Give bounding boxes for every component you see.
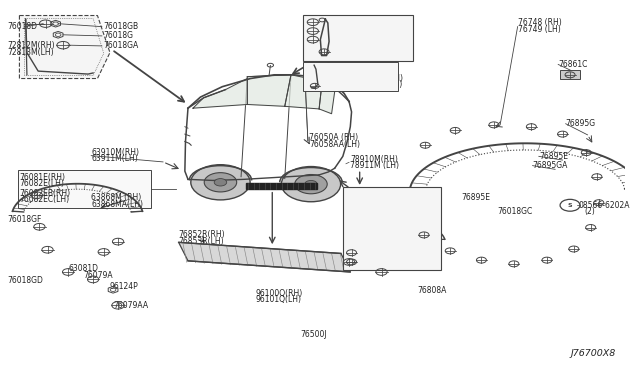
Text: 76853R(LH): 76853R(LH) bbox=[179, 237, 224, 246]
FancyBboxPatch shape bbox=[303, 15, 413, 61]
Text: 76018G: 76018G bbox=[104, 31, 134, 41]
Polygon shape bbox=[179, 242, 350, 272]
Text: 76081EB(LH): 76081EB(LH) bbox=[349, 257, 399, 266]
Text: 76018GF: 76018GF bbox=[7, 215, 42, 224]
Text: 76081ED(LH): 76081ED(LH) bbox=[369, 195, 420, 204]
Text: J76700X8: J76700X8 bbox=[570, 349, 616, 358]
Text: 93840M (RH): 93840M (RH) bbox=[353, 221, 404, 230]
Text: 76050A (RH): 76050A (RH) bbox=[309, 133, 358, 142]
Bar bbox=[560, 70, 580, 79]
Text: 78870G (RH): 78870G (RH) bbox=[342, 38, 392, 47]
Text: 76081EA(RH): 76081EA(RH) bbox=[349, 251, 400, 260]
Text: 78911M (LH): 78911M (LH) bbox=[350, 161, 399, 170]
Text: 96124P: 96124P bbox=[110, 282, 139, 291]
Text: 93840MA(LH): 93840MA(LH) bbox=[353, 227, 406, 236]
Text: 63081D: 63081D bbox=[68, 264, 98, 273]
Text: 76808A: 76808A bbox=[418, 286, 447, 295]
Text: 76081EC(RH): 76081EC(RH) bbox=[369, 189, 420, 198]
Polygon shape bbox=[285, 75, 322, 109]
Circle shape bbox=[204, 173, 237, 192]
Text: 78B77N(LH): 78B77N(LH) bbox=[356, 80, 403, 89]
Text: 63910M(RH): 63910M(RH) bbox=[92, 148, 140, 157]
Text: 96101Q(LH): 96101Q(LH) bbox=[255, 295, 301, 304]
Polygon shape bbox=[247, 75, 291, 106]
Text: 63911M(LH): 63911M(LH) bbox=[92, 154, 138, 163]
Text: 76749 (LH): 76749 (LH) bbox=[518, 25, 561, 34]
FancyBboxPatch shape bbox=[303, 62, 397, 91]
Circle shape bbox=[282, 167, 340, 202]
Text: 96100Q(RH): 96100Q(RH) bbox=[255, 289, 303, 298]
Circle shape bbox=[295, 174, 327, 194]
Text: 78870GA(LH): 78870GA(LH) bbox=[342, 44, 394, 53]
Text: 08566-6202A: 08566-6202A bbox=[578, 201, 630, 210]
Text: (2): (2) bbox=[584, 208, 595, 217]
Text: 76895E: 76895E bbox=[461, 193, 490, 202]
Text: 76058CA(LH): 76058CA(LH) bbox=[342, 30, 393, 39]
Text: 76082EB(RH): 76082EB(RH) bbox=[19, 189, 70, 198]
Text: 76748 (RH): 76748 (RH) bbox=[518, 19, 561, 28]
Text: 76082E(LH): 76082E(LH) bbox=[19, 179, 64, 188]
Text: 76018GC: 76018GC bbox=[497, 208, 532, 217]
Text: 76058C (RH): 76058C (RH) bbox=[342, 24, 391, 33]
Text: 76018D: 76018D bbox=[7, 22, 37, 31]
Text: 72813M(LH): 72813M(LH) bbox=[7, 48, 54, 57]
Polygon shape bbox=[319, 81, 335, 114]
Circle shape bbox=[191, 165, 250, 200]
Text: 72812M(RH): 72812M(RH) bbox=[7, 41, 54, 51]
Text: 76861C: 76861C bbox=[558, 60, 588, 69]
Text: 76895G: 76895G bbox=[566, 119, 596, 128]
Bar bbox=[246, 183, 317, 189]
Text: 76895E: 76895E bbox=[539, 152, 568, 161]
Circle shape bbox=[305, 180, 317, 188]
Text: 76081E(RH): 76081E(RH) bbox=[19, 173, 65, 182]
Text: 76018GD: 76018GD bbox=[7, 276, 43, 285]
Text: 76058AA(LH): 76058AA(LH) bbox=[309, 140, 360, 149]
Text: 76019GE: 76019GE bbox=[364, 205, 399, 214]
Polygon shape bbox=[19, 16, 110, 78]
Text: 76852R(RH): 76852R(RH) bbox=[179, 230, 225, 240]
Text: 76809B: 76809B bbox=[403, 241, 433, 250]
Text: 78910M(RH): 78910M(RH) bbox=[350, 155, 398, 164]
Text: 76895GA: 76895GA bbox=[532, 161, 568, 170]
Text: 78876N(RH): 78876N(RH) bbox=[356, 74, 404, 83]
Text: 63868M (RH): 63868M (RH) bbox=[92, 193, 141, 202]
Text: 76082EC(LH): 76082EC(LH) bbox=[19, 195, 70, 204]
Polygon shape bbox=[18, 170, 150, 208]
Text: 76079AA: 76079AA bbox=[113, 301, 148, 310]
Text: S: S bbox=[568, 203, 572, 208]
Polygon shape bbox=[193, 78, 247, 108]
Text: 76018GB: 76018GB bbox=[104, 22, 139, 31]
Text: 76500J: 76500J bbox=[300, 330, 327, 339]
Text: 76079A: 76079A bbox=[84, 271, 113, 280]
Text: 63868MA(LH): 63868MA(LH) bbox=[92, 200, 143, 209]
FancyBboxPatch shape bbox=[343, 187, 442, 270]
Text: 76018GA: 76018GA bbox=[104, 41, 139, 51]
Circle shape bbox=[214, 179, 227, 186]
